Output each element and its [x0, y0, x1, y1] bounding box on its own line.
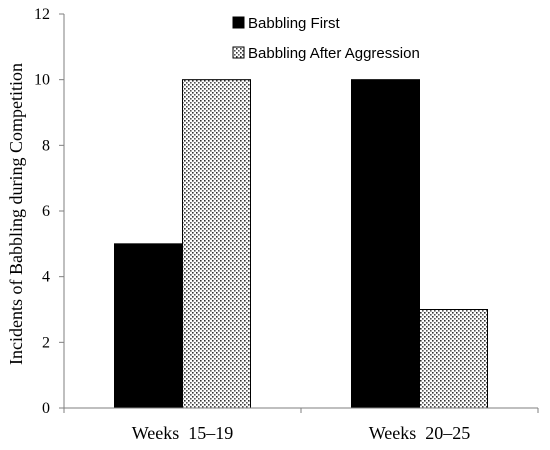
bar-babbling-first-2: [351, 79, 420, 409]
bar-babbling-after-aggression-1: [182, 79, 251, 409]
legend-label: Babbling After Aggression: [248, 45, 420, 62]
y-tick-label: 8: [42, 137, 50, 154]
x-axis-labels: Weeks 15–19 Weeks 20–25: [63, 408, 539, 443]
legend-swatch: [232, 46, 245, 59]
bars-group: [114, 79, 488, 409]
bar-babbling-after-aggression-2: [419, 309, 488, 409]
y-tick-label: 12: [34, 6, 50, 23]
y-tick-label: 0: [42, 400, 50, 417]
x-category-label: Weeks 15–19: [132, 423, 234, 443]
legend-label: Babbling First: [248, 15, 341, 32]
y-tick-label: 6: [42, 203, 50, 220]
x-category-label: Weeks 20–25: [369, 423, 471, 443]
legend-swatch: [232, 16, 245, 29]
bar-babbling-first-1: [114, 243, 183, 409]
y-axis-label: Incidents of Babbling during Competition: [6, 63, 26, 365]
y-axis-ticks: 0 2 4 6 8 10 12: [34, 6, 64, 417]
legend: Babbling First Babbling After Aggression: [232, 15, 420, 62]
y-tick-label: 2: [42, 334, 50, 351]
y-tick-label: 4: [42, 269, 50, 286]
y-tick-label: 10: [34, 72, 50, 89]
